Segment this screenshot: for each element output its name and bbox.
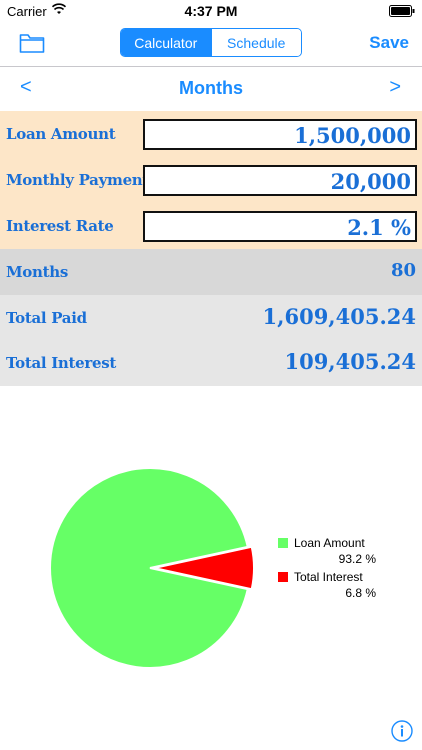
mode-title: Months: [179, 78, 243, 98]
view-segmented-control: Calculator Schedule: [120, 28, 302, 57]
legend-swatch-loan-amount: [278, 538, 288, 548]
interest-rate-field[interactable]: 2.1 %: [143, 211, 417, 242]
input-panel: Loan Amount 1,500,000 Monthly Payment 20…: [0, 111, 422, 249]
tab-schedule[interactable]: Schedule: [210, 29, 301, 56]
monthly-payment-field[interactable]: 20,000: [143, 165, 417, 196]
wifi-icon: [52, 3, 66, 14]
status-time: 4:37 PM: [184, 3, 238, 19]
legend-pct-loan-amount: 93.2 %: [338, 552, 376, 566]
input-row-loan-amount: Loan Amount 1,500,000: [0, 111, 422, 157]
next-mode-button[interactable]: >: [389, 76, 401, 98]
legend-label-loan-amount: Loan Amount: [294, 536, 365, 550]
pie-chart-area: Loan Amount 93.2 % Total Interest 6.8 %: [0, 386, 422, 750]
mode-selector: < Months >: [0, 67, 422, 111]
navigation-bar: Calculator Schedule Save: [0, 22, 422, 66]
battery-icon: [389, 5, 415, 17]
input-row-interest-rate: Interest Rate 2.1 %: [0, 203, 422, 249]
total-paid-value: 1,609,405.24: [262, 304, 416, 329]
months-label: Months: [6, 263, 68, 281]
input-row-monthly-payment: Monthly Payment 20,000: [0, 157, 422, 203]
pie-slice-loan-amount: [49, 467, 249, 669]
interest-rate-label: Interest Rate: [6, 217, 114, 235]
pie-slice-total-interest: [153, 545, 255, 591]
previous-mode-button[interactable]: <: [20, 76, 32, 98]
status-bar: Carrier 4:37 PM: [0, 0, 422, 22]
legend-item-loan-amount: Loan Amount 93.2 %: [278, 536, 408, 570]
legend-label-total-interest: Total Interest: [294, 570, 363, 584]
loan-amount-label: Loan Amount: [6, 125, 116, 143]
result-row-total-paid: Total Paid 1,609,405.24: [0, 295, 422, 341]
carrier-label: Carrier: [7, 4, 47, 19]
legend-pct-total-interest: 6.8 %: [345, 586, 376, 600]
divider: [0, 66, 422, 67]
save-button[interactable]: Save: [369, 33, 409, 52]
tab-calculator[interactable]: Calculator: [121, 29, 211, 56]
chart-legend: Loan Amount 93.2 % Total Interest 6.8 %: [278, 536, 408, 604]
result-row-total-interest: Total Interest 109,405.24: [0, 340, 422, 386]
monthly-payment-label: Monthly Payment: [6, 171, 150, 189]
result-row-months: Months 80: [0, 249, 422, 295]
total-interest-value: 109,405.24: [284, 349, 416, 374]
total-interest-label: Total Interest: [6, 354, 117, 372]
info-icon[interactable]: [391, 720, 413, 742]
pie-chart: [49, 467, 255, 669]
loan-amount-field[interactable]: 1,500,000: [143, 119, 417, 150]
total-paid-label: Total Paid: [6, 309, 87, 327]
folder-icon[interactable]: [19, 32, 45, 54]
legend-swatch-total-interest: [278, 572, 288, 582]
legend-item-total-interest: Total Interest 6.8 %: [278, 570, 408, 604]
months-value: 80: [390, 260, 416, 281]
